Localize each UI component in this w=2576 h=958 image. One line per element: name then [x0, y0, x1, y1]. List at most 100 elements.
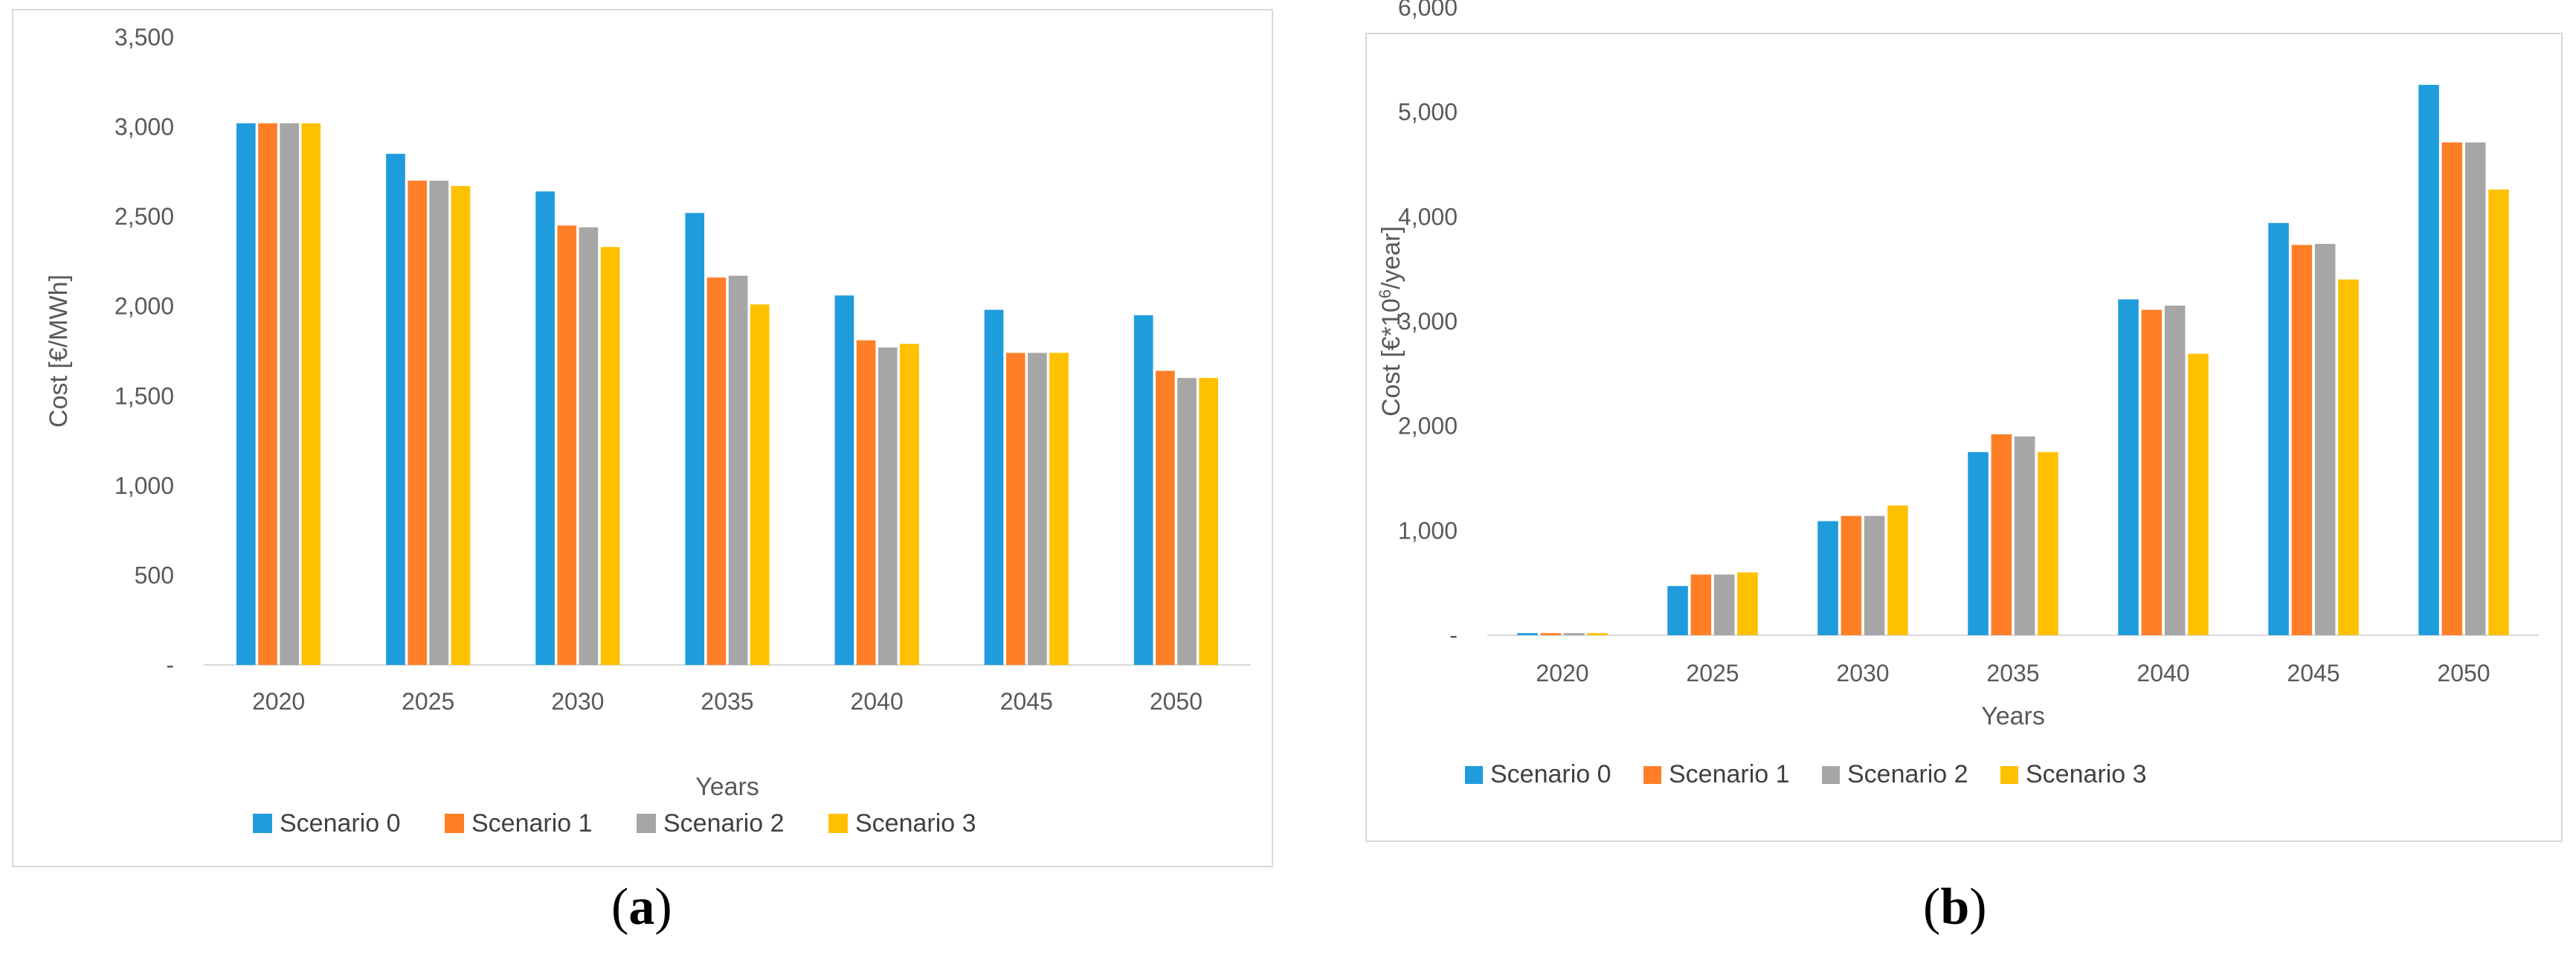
bar-scenario-3-2020 [301, 123, 321, 666]
legend-label: Scenario 2 [1847, 760, 1968, 788]
legend-swatch-scenario-0 [253, 814, 272, 833]
x-axis-title: Years [1981, 702, 2045, 730]
x-tick-label: 2040 [2137, 660, 2189, 687]
legend-swatch-scenario-1 [445, 814, 464, 833]
bar-scenario-0-2050 [2418, 85, 2439, 636]
x-tick-label: 2045 [1000, 688, 1053, 715]
bar-scenario-3-2025 [451, 186, 471, 666]
bar-scenario-0-2020 [236, 123, 256, 666]
y-tick-label: 500 [135, 562, 174, 588]
bar-scenario-0-2040 [834, 295, 854, 665]
x-tick-label: 2050 [2437, 660, 2490, 687]
bar-scenario-1-2045 [1005, 353, 1025, 665]
bar-scenario-0-2030 [1817, 521, 1838, 635]
bar-scenario-1-2020 [258, 123, 277, 666]
y-tick-label: 1,000 [1398, 517, 1458, 544]
bar-scenario-0-2050 [1133, 315, 1153, 665]
bar-scenario-0-2040 [2118, 299, 2139, 635]
bar-scenario-2-2020 [1563, 633, 1585, 635]
caption-a: (a) [611, 878, 672, 936]
bar-scenario-3-2045 [1049, 353, 1069, 665]
chart-panel-a: - 500 1,000 1,500 2,000 2,500 3,000 3,500 2020 20… [12, 9, 1273, 867]
legend-label: Scenario 3 [855, 809, 976, 838]
bar-scenario-3-2035 [750, 304, 770, 665]
bar-scenario-2-2030 [1864, 515, 1885, 635]
y-tick-label: 1,500 [115, 382, 174, 409]
x-tick-label: 2035 [701, 688, 753, 715]
bar-scenario-2-2035 [2014, 436, 2035, 635]
bar-scenario-1-2025 [408, 180, 427, 665]
chart-panel-b: - 1,000 2,000 3,000 4,000 5,000 6,000 2020 2025 2… [1365, 0, 2563, 842]
legend-swatch-scenario-1 [1643, 766, 1661, 784]
legend-label: Scenario 1 [1669, 760, 1790, 788]
legend-label: Scenario 2 [663, 809, 785, 838]
y-axis-title-part: Cost [€*10 [1377, 298, 1405, 417]
legend-swatch-scenario-2 [637, 814, 656, 833]
x-tick-label: 2020 [252, 688, 305, 715]
y-tick-label: 3,500 [115, 24, 174, 51]
legend: Scenario 0 Scenario 1 Scenario 2 Scenario 3 [1465, 760, 2147, 788]
bar-scenario-2-2025 [429, 180, 449, 665]
bar-scenario-2-2040 [2164, 305, 2186, 635]
bar-scenario-3-2040 [900, 344, 919, 665]
x-tick-label: 2035 [1986, 660, 2039, 687]
x-tick-label: 2025 [1686, 660, 1739, 687]
bar-scenario-1-2030 [1841, 515, 1862, 635]
bar-scenario-2-2025 [1713, 574, 1735, 635]
y-axis-title: Cost [€/MWh] [45, 274, 73, 428]
x-tick-label: 2040 [851, 688, 904, 715]
caption-b: (b) [1923, 878, 1987, 936]
x-tick-label: 2025 [402, 688, 454, 715]
bar-scenario-3-2030 [1887, 505, 1908, 635]
bar-scenario-3-2030 [600, 247, 620, 665]
bar-scenario-1-2020 [1540, 633, 1562, 635]
bar-scenario-2-2045 [1028, 353, 1047, 665]
bar-scenario-2-2020 [280, 123, 299, 666]
x-axis-title: Years [695, 773, 759, 801]
y-tick-label: 2,500 [115, 203, 174, 230]
bar-scenario-2-2030 [579, 227, 599, 665]
x-tick-label: 2030 [551, 688, 604, 715]
y-tick-label: 3,000 [115, 114, 174, 141]
bar-scenario-0-2045 [2268, 222, 2289, 635]
bar-scenario-3-2045 [2338, 279, 2359, 635]
bar-scenario-3-2050 [2488, 189, 2509, 635]
y-tick-label: 2,000 [1398, 413, 1458, 440]
bar-scenario-2-2045 [2314, 243, 2336, 635]
bar-scenario-0-2035 [685, 213, 705, 665]
y-tick-label: - [166, 652, 174, 678]
bar-scenario-2-2035 [728, 275, 748, 666]
bar-scenario-1-2045 [2291, 245, 2313, 635]
bar-scenario-1-2030 [557, 225, 577, 665]
bar-scenario-3-2050 [1199, 378, 1219, 665]
bar-scenario-0-2025 [1667, 585, 1688, 635]
y-tick-label: 6,000 [1398, 0, 1458, 21]
y-tick-label: 2,000 [115, 293, 174, 320]
legend: Scenario 0 Scenario 1 Scenario 2 Scenario 3 [253, 809, 976, 838]
legend-swatch-scenario-3 [2000, 766, 2018, 784]
bar-scenario-0-2045 [984, 309, 1004, 665]
bar-scenario-2-2040 [878, 347, 898, 665]
legend-label: Scenario 0 [280, 809, 401, 838]
y-tick-label: 4,000 [1398, 203, 1458, 230]
x-tick-label: 2030 [1836, 660, 1889, 687]
y-tick-label: - [1449, 622, 1458, 649]
x-tick-label: 2020 [1536, 660, 1588, 687]
bar-scenario-2-2050 [2464, 142, 2486, 635]
chart-b-svg: - 1,000 2,000 3,000 4,000 5,000 6,000 2020 2025 2… [1376, 0, 2539, 788]
x-tick-label: 2050 [1150, 688, 1202, 715]
bar-scenario-0-2035 [1968, 451, 1989, 635]
y-tick-label: 1,000 [115, 472, 174, 499]
bar-scenario-1-2025 [1690, 574, 1712, 635]
bar-scenario-3-2020 [1587, 633, 1608, 635]
bar-scenario-3-2040 [2188, 353, 2209, 635]
legend-label: Scenario 0 [1490, 760, 1611, 788]
bar-scenario-1-2050 [2441, 142, 2463, 635]
y-axis-title: Cost [€*106/year] [1376, 226, 1405, 417]
bar-scenario-0-2025 [386, 153, 405, 665]
y-tick-label: 5,000 [1398, 99, 1458, 126]
y-axis-title-superscript: 6 [1376, 289, 1394, 298]
legend-swatch-scenario-0 [1465, 766, 1483, 784]
bar-scenario-3-2025 [1737, 572, 1758, 635]
bar-scenario-1-2040 [2141, 309, 2163, 635]
